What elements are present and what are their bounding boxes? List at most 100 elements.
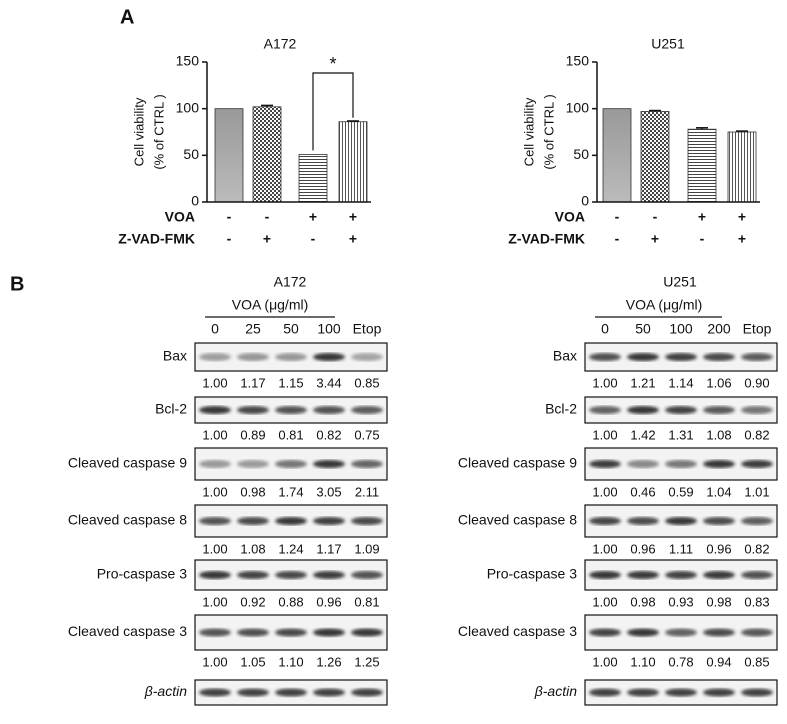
density-value: 0.81 (278, 427, 303, 442)
density-value: 0.90 (744, 375, 769, 390)
band (665, 517, 697, 525)
treatment-name: VOA (165, 209, 195, 225)
band (703, 517, 735, 525)
density-value: 0.85 (354, 375, 379, 390)
band (589, 628, 621, 637)
density-value: 0.98 (630, 594, 655, 609)
density-value: 1.00 (202, 484, 227, 499)
density-value: 1.21 (630, 375, 655, 390)
density-value: 0.81 (354, 594, 379, 609)
density-value: 1.17 (240, 375, 265, 390)
density-value: 1.00 (592, 654, 617, 669)
density-value: 1.15 (278, 375, 303, 390)
density-value: 1.00 (202, 594, 227, 609)
density-value: 0.83 (744, 594, 769, 609)
band (275, 571, 307, 579)
density-value: 3.44 (316, 375, 341, 390)
band (199, 406, 231, 414)
treatment-sign: + (349, 231, 357, 247)
lane-label: 25 (245, 321, 261, 337)
y-tick-label: 150 (176, 53, 200, 69)
band (199, 688, 231, 697)
chart-title: A172 (264, 36, 297, 52)
lane-label: 100 (669, 321, 693, 337)
band (741, 406, 773, 414)
band (313, 688, 345, 697)
band (237, 406, 269, 414)
density-value: 0.93 (668, 594, 693, 609)
panel-label: B (10, 273, 24, 295)
lane-label: Etop (353, 321, 382, 337)
y-axis-label: Cell viability (521, 97, 536, 166)
density-value: 3.05 (316, 484, 341, 499)
band (627, 517, 659, 525)
bar (252, 106, 282, 203)
density-value: 1.00 (592, 427, 617, 442)
band (351, 353, 383, 361)
significance-star: * (329, 54, 336, 74)
band (199, 517, 231, 525)
density-value: 1.00 (202, 541, 227, 556)
density-value: 1.00 (202, 427, 227, 442)
band (351, 460, 383, 468)
density-value: 0.92 (240, 594, 265, 609)
y-tick-label: 50 (573, 146, 589, 162)
band (237, 628, 269, 637)
band (237, 460, 269, 468)
density-value: 1.25 (354, 654, 379, 669)
y-tick-label: 0 (581, 193, 589, 209)
density-value: 1.09 (354, 541, 379, 556)
density-value: 1.06 (706, 375, 731, 390)
density-value: 0.75 (354, 427, 379, 442)
band (351, 628, 383, 637)
treatment-sign: - (615, 231, 620, 247)
band (237, 571, 269, 579)
band (627, 571, 659, 579)
treatment-sign: + (651, 231, 659, 247)
y-tick-label: 50 (183, 146, 199, 162)
y-tick-label: 100 (566, 99, 590, 115)
protein-label: Cleaved caspase 9 (458, 455, 577, 471)
density-value: 1.00 (592, 541, 617, 556)
band (741, 460, 773, 468)
treatment-label: VOA (μg/ml) (232, 297, 309, 313)
density-value: 0.88 (278, 594, 303, 609)
protein-label: Bax (163, 348, 187, 364)
band (351, 688, 383, 697)
density-value: 0.96 (316, 594, 341, 609)
band (741, 571, 773, 579)
bar (727, 131, 757, 203)
treatment-sign: + (263, 231, 271, 247)
band (741, 688, 773, 697)
blot-title: U251 (663, 274, 697, 290)
band (275, 517, 307, 525)
band (351, 571, 383, 579)
band (703, 688, 735, 697)
density-value: 0.89 (240, 427, 265, 442)
band (589, 353, 621, 361)
density-value: 1.11 (669, 541, 693, 556)
band (665, 353, 697, 361)
y-axis-label: Cell viability (131, 97, 146, 166)
lane-label: Etop (743, 321, 772, 337)
density-value: 0.85 (744, 654, 769, 669)
treatment-sign: - (227, 231, 232, 247)
band (351, 406, 383, 414)
treatment-sign: + (309, 209, 317, 225)
band (199, 460, 231, 468)
band (703, 628, 735, 637)
band (741, 628, 773, 637)
density-value: 1.00 (592, 594, 617, 609)
y-axis-label: (% of CTRL ) (541, 94, 556, 169)
protein-label: β-actin (144, 683, 187, 699)
band (665, 406, 697, 414)
density-value: 0.46 (630, 484, 655, 499)
density-value: 1.17 (316, 541, 341, 556)
band (589, 688, 621, 697)
band (313, 406, 345, 414)
density-value: 1.10 (630, 654, 655, 669)
panel-label: A (120, 6, 134, 28)
density-value: 1.00 (202, 654, 227, 669)
band (199, 353, 231, 361)
band (627, 353, 659, 361)
